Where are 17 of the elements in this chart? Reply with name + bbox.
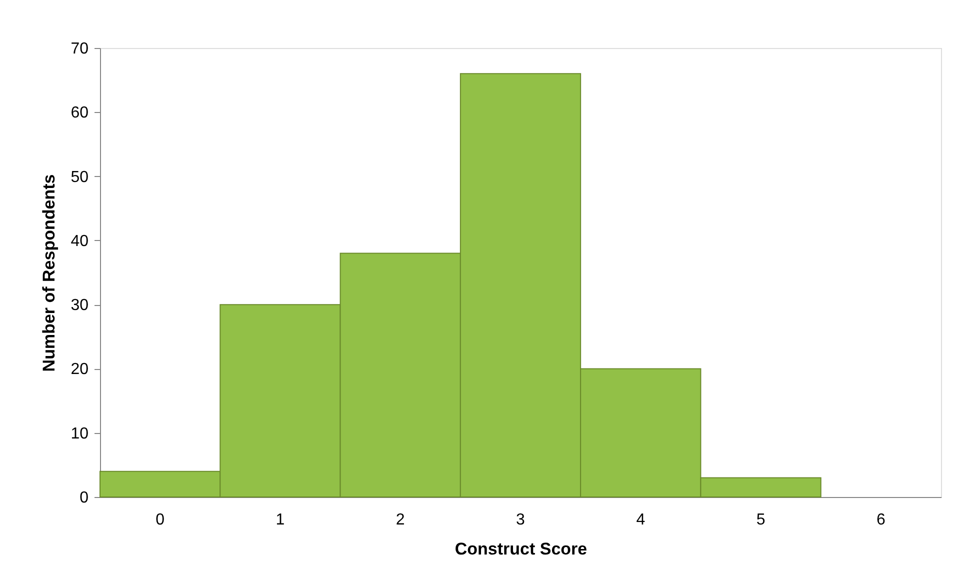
x-tick-label: 5 [756, 512, 766, 528]
y-tick-label: 70 [70, 40, 89, 58]
y-axis-title: Number of Respondents [40, 174, 59, 372]
y-tick-label: 50 [70, 168, 89, 186]
x-tick-label: 2 [396, 512, 405, 528]
x-tick-label: 4 [636, 512, 646, 528]
y-tick-label: 60 [70, 104, 89, 122]
y-tick-label: 0 [80, 490, 89, 506]
y-tick-label: 30 [70, 297, 89, 314]
x-tick-label: 1 [276, 512, 285, 528]
x-axis-title: Construct Score [454, 540, 588, 558]
x-tick-label: 3 [516, 512, 526, 528]
y-tick-label: 40 [70, 232, 89, 250]
y-tick-label: 10 [70, 425, 89, 442]
x-tick-label: 0 [156, 512, 165, 528]
y-tick-label: 20 [70, 361, 89, 378]
x-tick-label: 6 [876, 512, 886, 528]
